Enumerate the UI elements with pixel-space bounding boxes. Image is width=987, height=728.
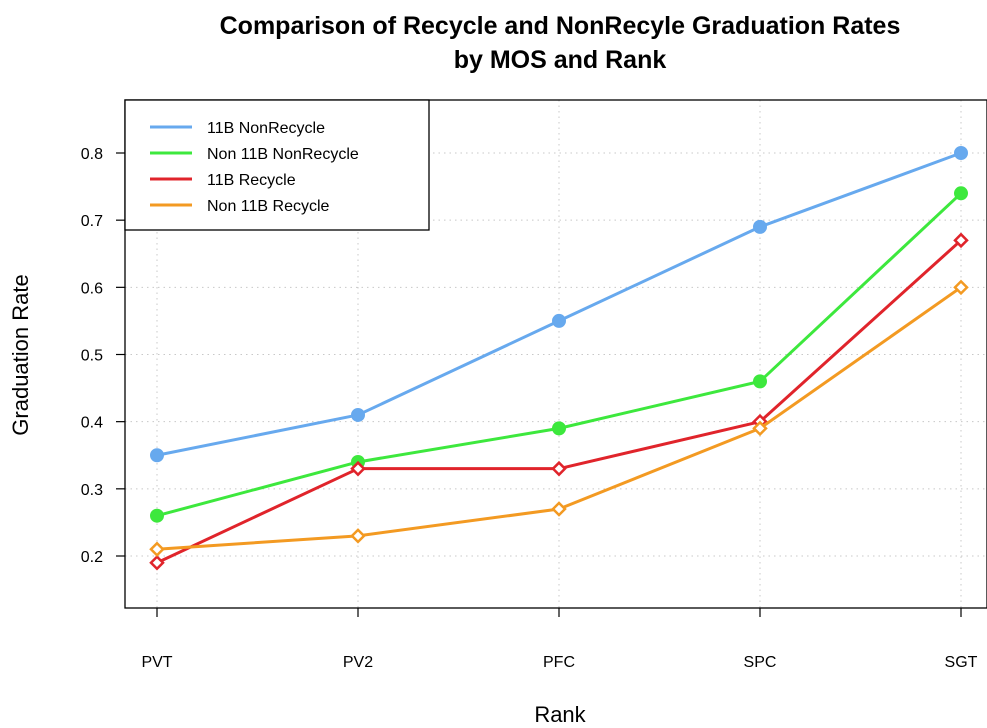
y-tick-label: 0.6 bbox=[81, 280, 103, 297]
legend-label: Non 11B Recycle bbox=[207, 198, 330, 215]
legend-item: Non 11B Recycle bbox=[150, 198, 330, 215]
y-tick-label: 0.8 bbox=[81, 146, 103, 163]
series-11b-nonrecycle bbox=[150, 146, 968, 463]
x-tick-label: PVT bbox=[141, 654, 172, 671]
x-axis-title: Rank bbox=[534, 702, 586, 727]
y-tick-label: 0.3 bbox=[81, 482, 103, 499]
data-point bbox=[752, 420, 768, 437]
data-point bbox=[753, 219, 767, 234]
legend-item: 11B Recycle bbox=[150, 172, 296, 189]
data-point bbox=[150, 508, 164, 523]
data-point bbox=[552, 313, 566, 328]
x-tick-label: PFC bbox=[543, 654, 575, 671]
data-point bbox=[954, 186, 968, 201]
y-tick-label: 0.5 bbox=[81, 348, 103, 365]
data-point bbox=[350, 528, 366, 544]
axes: PVT PV2 PFC SPC SGT 0.2 0.3 0.4 0.5 0.6 0.7 0.8 bbox=[81, 146, 978, 671]
chart-title: Comparison of Recycle and NonRecyle Grad… bbox=[220, 12, 901, 40]
data-point bbox=[551, 501, 567, 517]
series bbox=[149, 146, 969, 571]
data-point bbox=[149, 541, 165, 558]
data-point bbox=[954, 146, 968, 160]
y-tick-label: 0.4 bbox=[81, 415, 103, 432]
data-point bbox=[953, 232, 969, 249]
data-point bbox=[953, 279, 969, 296]
x-tick-label: SPC bbox=[744, 654, 777, 671]
y-axis-title: Graduation Rate bbox=[8, 274, 33, 435]
data-point bbox=[551, 460, 567, 477]
chart-subtitle: by MOS and Rank bbox=[454, 46, 667, 74]
legend: 11B NonRecycle Non 11B NonRecycle 11B Recy… bbox=[124, 99, 430, 231]
data-point bbox=[351, 407, 365, 422]
legend-label: 11B NonRecycle bbox=[207, 120, 325, 137]
y-tick-label: 0.2 bbox=[81, 549, 103, 566]
legend-item: Non 11B NonRecycle bbox=[150, 146, 359, 163]
data-point bbox=[552, 421, 566, 436]
legend-box bbox=[124, 99, 430, 231]
legend-label: Non 11B NonRecycle bbox=[207, 146, 359, 163]
data-point bbox=[149, 554, 165, 571]
data-point bbox=[150, 448, 164, 463]
legend-item: 11B NonRecycle bbox=[150, 120, 325, 137]
x-tick-label: SGT bbox=[945, 654, 978, 671]
series-non-11b-recycle bbox=[149, 279, 969, 558]
legend-label: 11B Recycle bbox=[207, 172, 296, 189]
plot-frame bbox=[124, 99, 987, 609]
x-tick-label: PV2 bbox=[343, 654, 373, 671]
data-point bbox=[753, 374, 767, 389]
y-tick-label: 0.7 bbox=[81, 213, 103, 230]
data-point bbox=[350, 460, 366, 477]
